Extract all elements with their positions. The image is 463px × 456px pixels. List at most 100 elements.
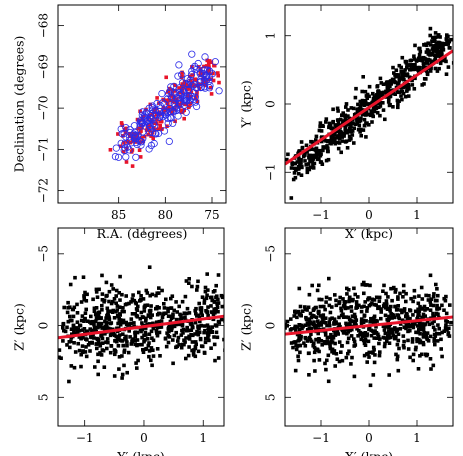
data-point — [451, 61, 453, 65]
data-point — [342, 300, 347, 304]
data-point — [180, 82, 184, 86]
data-point — [167, 105, 171, 109]
data-point — [90, 319, 95, 324]
data-point — [428, 334, 433, 339]
data-point — [182, 108, 190, 116]
data-point — [360, 334, 365, 339]
data-point — [327, 303, 332, 308]
data-point — [319, 160, 324, 164]
y-tick-label: 0 — [264, 322, 278, 330]
data-point — [183, 294, 188, 299]
data-point — [314, 138, 318, 142]
data-point — [301, 309, 305, 313]
data-point — [205, 58, 209, 63]
data-point — [338, 133, 342, 137]
data-point — [210, 330, 214, 334]
data-point — [96, 314, 101, 319]
data-point — [125, 340, 129, 344]
data-point — [148, 315, 153, 320]
data-point — [185, 86, 189, 91]
data-point — [393, 304, 397, 309]
data-point — [123, 336, 127, 341]
data-point — [312, 345, 317, 350]
data-point — [285, 322, 288, 327]
data-point — [370, 297, 375, 302]
data-point — [428, 308, 433, 312]
data-point — [104, 294, 108, 298]
data-point — [422, 77, 427, 81]
data-point — [395, 357, 400, 362]
data-point — [424, 293, 428, 298]
data-point — [416, 315, 420, 319]
data-point — [151, 338, 156, 343]
data-point — [367, 84, 372, 89]
data-point — [162, 111, 170, 119]
data-point — [367, 112, 371, 117]
data-point — [151, 354, 156, 358]
data-point — [404, 299, 408, 304]
data-point — [379, 307, 383, 311]
data-point — [295, 344, 300, 348]
data-point — [348, 324, 352, 328]
data-point — [353, 320, 358, 325]
data-point — [84, 299, 89, 303]
data-point — [193, 102, 201, 111]
data-point — [65, 343, 69, 347]
data-point — [85, 292, 89, 297]
data-point — [421, 340, 425, 345]
data-point — [62, 305, 66, 310]
data-point — [302, 341, 306, 345]
data-point — [128, 335, 132, 339]
data-point — [454, 282, 458, 286]
data-point — [80, 314, 85, 318]
data-point — [84, 337, 88, 341]
data-point — [173, 89, 177, 93]
data-point — [169, 119, 177, 127]
data-point — [112, 297, 117, 301]
data-point — [343, 113, 348, 118]
data-point — [162, 302, 166, 306]
data-point — [171, 312, 175, 317]
data-point — [337, 301, 341, 306]
data-point — [103, 319, 107, 324]
data-point — [436, 293, 440, 298]
data-point — [61, 326, 65, 330]
data-point — [177, 304, 181, 309]
data-point — [377, 341, 381, 346]
data-point — [299, 334, 303, 339]
data-point — [374, 325, 378, 329]
data-point — [335, 329, 340, 334]
data-point — [108, 350, 113, 355]
data-point — [394, 327, 399, 331]
data-point — [442, 329, 446, 333]
data-point — [180, 70, 184, 75]
data-point — [213, 311, 217, 315]
data-point — [131, 132, 139, 140]
data-point — [411, 352, 416, 357]
data-point — [340, 344, 344, 348]
data-point — [187, 277, 191, 281]
data-point — [203, 340, 208, 345]
data-point — [95, 346, 99, 351]
data-point — [377, 353, 382, 358]
data-point — [100, 273, 104, 278]
data-point — [333, 331, 337, 335]
data-point — [321, 317, 325, 322]
data-point — [317, 297, 321, 302]
data-point — [382, 302, 387, 306]
data-point — [180, 322, 185, 327]
data-point — [415, 339, 419, 344]
data-point — [362, 123, 367, 128]
data-point — [149, 134, 153, 138]
data-point — [77, 348, 82, 353]
x-tick-label: 85 — [111, 208, 126, 222]
data-point — [125, 146, 133, 154]
data-point — [133, 335, 138, 339]
data-point — [356, 117, 360, 122]
data-point — [354, 306, 358, 310]
data-point — [417, 65, 422, 70]
data-point — [106, 313, 110, 318]
x-tick-label: 0 — [140, 431, 148, 445]
data-point — [336, 134, 340, 138]
data-point — [191, 93, 199, 101]
